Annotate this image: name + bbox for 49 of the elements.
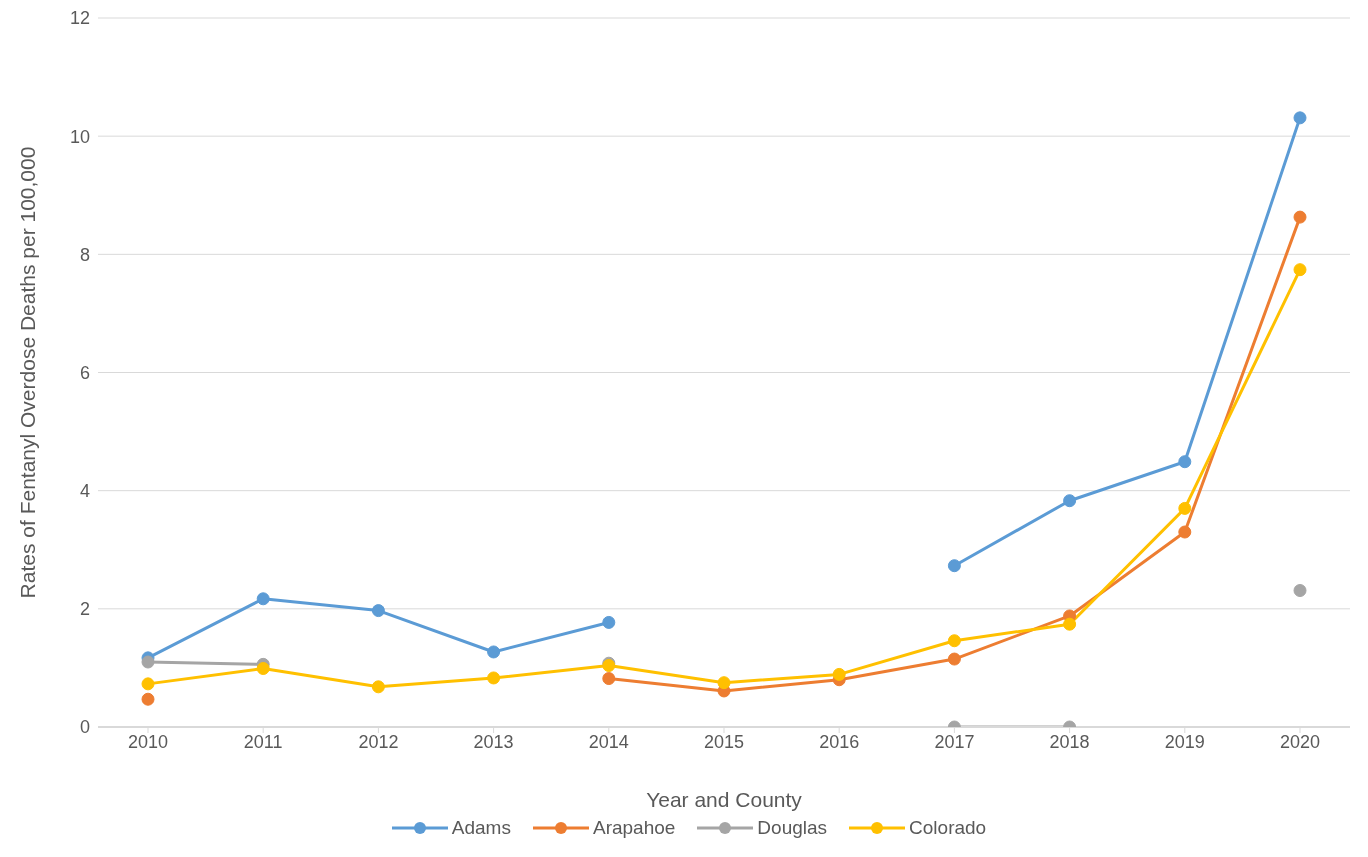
x-tick-label: 2018 — [1049, 731, 1090, 752]
y-tick-label: 6 — [79, 362, 90, 383]
y-tick-label: 12 — [69, 8, 90, 29]
point — [141, 692, 155, 706]
point — [256, 592, 270, 606]
x-tick-label: 2019 — [1164, 731, 1205, 752]
point — [487, 645, 501, 659]
point — [487, 671, 501, 685]
point — [1293, 210, 1307, 224]
x-tick-label: 2014 — [588, 731, 629, 752]
point — [602, 615, 616, 629]
x-tick-label: 2015 — [703, 731, 745, 752]
y-tick-label: 10 — [69, 126, 90, 147]
y-tick-label: 0 — [79, 717, 90, 738]
point — [1178, 525, 1192, 539]
y-tick-label: 8 — [79, 244, 90, 265]
point — [371, 680, 385, 694]
x-tick-label: 2012 — [358, 731, 399, 752]
x-tick-label: 2017 — [934, 731, 975, 752]
point — [1293, 584, 1307, 598]
point — [256, 662, 270, 676]
point — [947, 559, 961, 573]
point — [141, 655, 155, 669]
y-tick-label: 2 — [79, 599, 90, 620]
legend-label: Douglas — [756, 817, 828, 839]
point — [1178, 501, 1192, 515]
point — [371, 604, 385, 618]
point — [1178, 455, 1192, 469]
point — [947, 634, 961, 648]
legend-label: Arapahoe — [591, 817, 676, 839]
x-tick-label: 2013 — [473, 731, 514, 752]
point — [717, 676, 731, 690]
x-tick-label: 2011 — [243, 731, 283, 752]
point — [832, 667, 846, 681]
legend-label: Adams — [450, 817, 511, 839]
point — [1063, 494, 1077, 508]
point — [1063, 617, 1077, 631]
point — [1293, 111, 1307, 125]
x-tick-label: 2010 — [127, 731, 169, 752]
y-axis-title: Rates of Fentanyl Overdose Deaths per 100,000 — [16, 146, 40, 599]
point — [602, 672, 616, 686]
legend-label: Colorado — [908, 817, 987, 839]
point — [947, 652, 961, 666]
point — [1293, 263, 1307, 277]
x-axis-title: Year and County — [646, 788, 803, 811]
y-tick-label: 4 — [79, 481, 90, 502]
point — [141, 677, 155, 691]
x-tick-label: 2016 — [819, 731, 860, 752]
x-tick-label: 2020 — [1279, 731, 1321, 752]
